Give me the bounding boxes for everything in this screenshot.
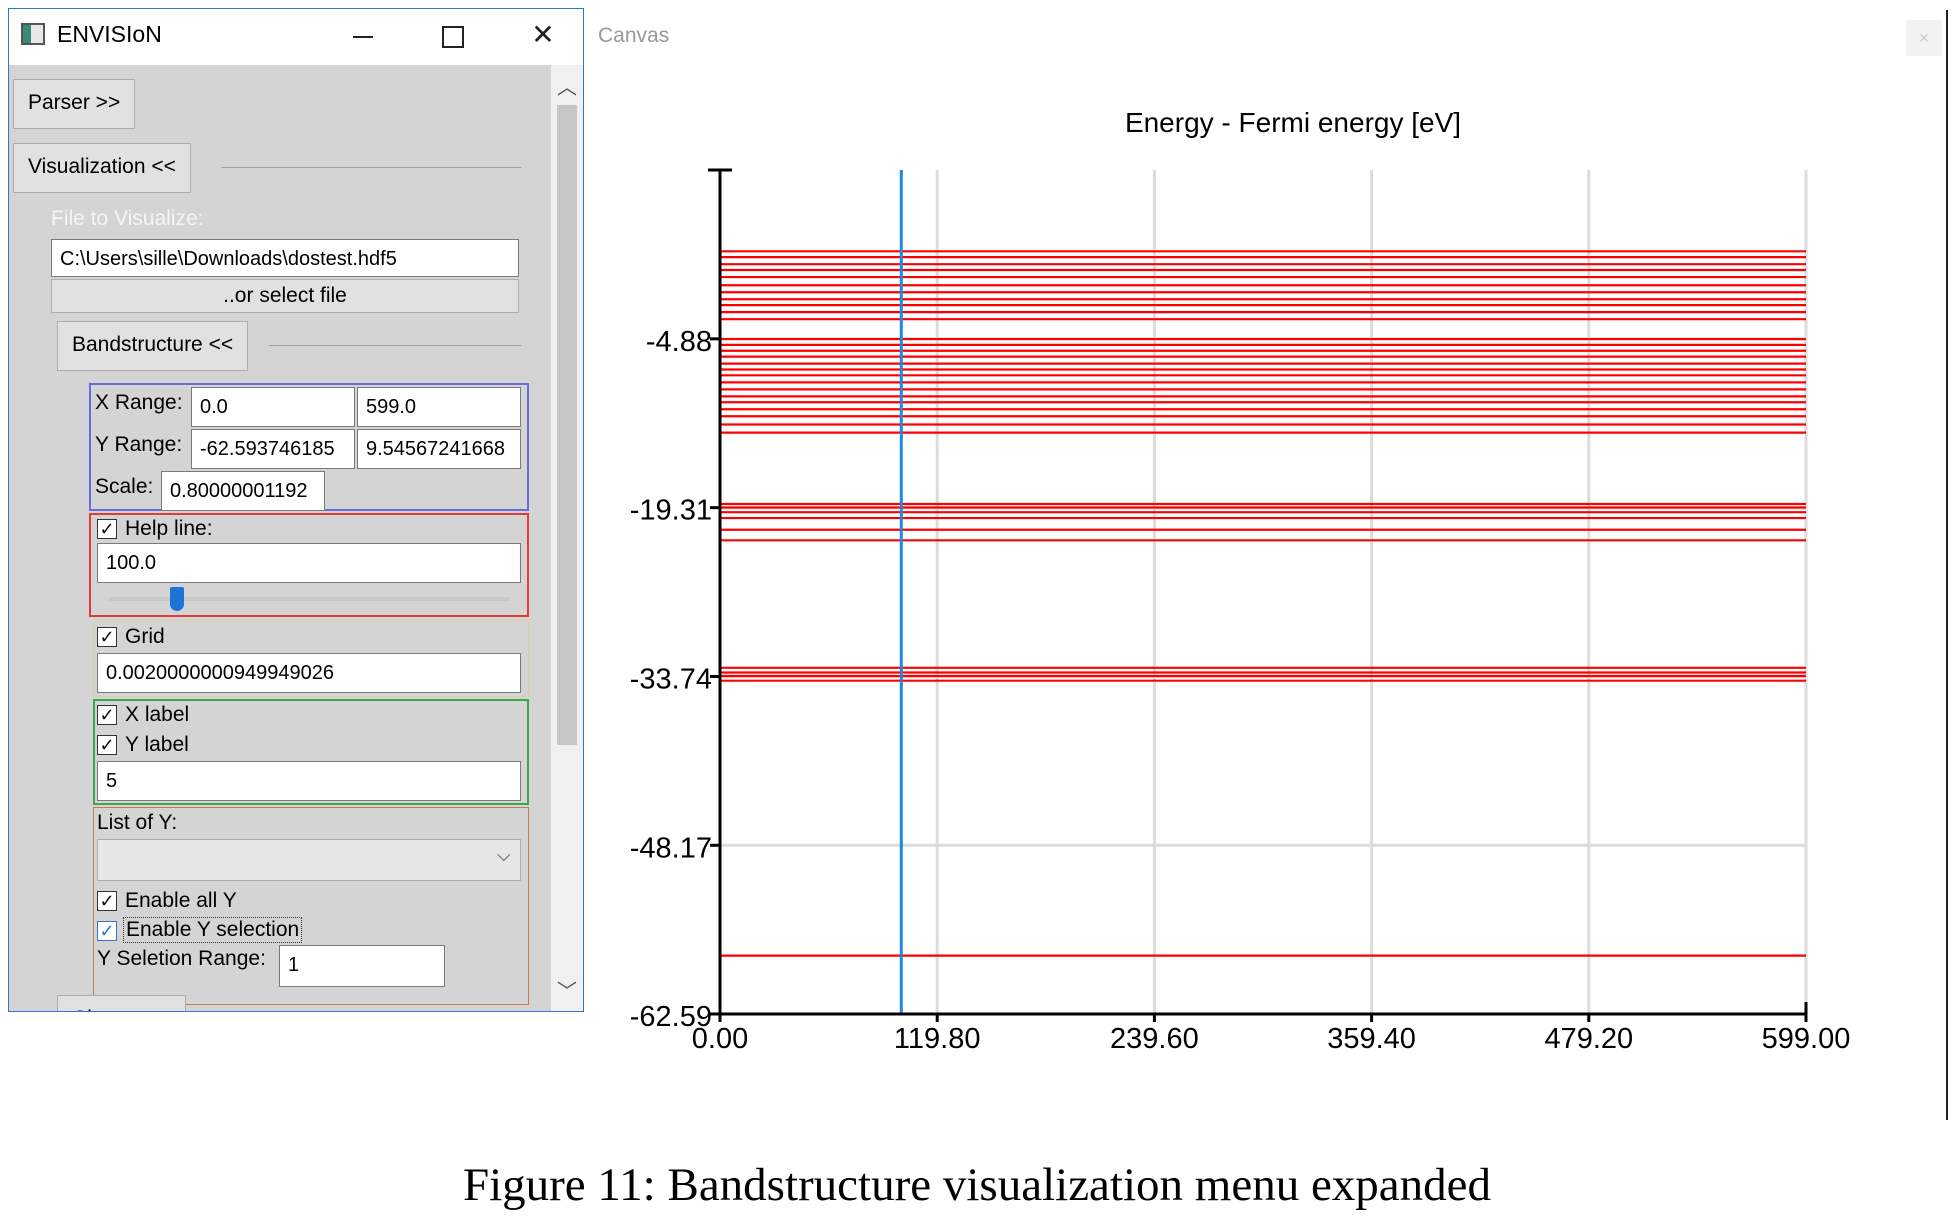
figure-caption: Figure 11: Bandstructure visualization m… xyxy=(462,1159,1492,1211)
parser-button[interactable]: Parser >> xyxy=(13,79,136,129)
help-line-checkbox[interactable]: ✓ xyxy=(97,519,117,539)
maximize-icon xyxy=(442,25,464,48)
y-range-max-input[interactable]: 9.54567241668 xyxy=(357,429,521,469)
y-label-checkbox[interactable]: ✓ xyxy=(97,735,117,755)
charge-button[interactable]: Charge << xyxy=(57,995,187,1011)
scale-label: Scale: xyxy=(95,475,154,498)
x-label-checkbox[interactable]: ✓ xyxy=(97,705,117,725)
canvas-border xyxy=(1946,10,1948,1120)
x-tick-label: 239.60 xyxy=(1110,1023,1199,1055)
scale-input[interactable]: 0.80000001192 xyxy=(161,471,325,511)
canvas-label: Canvas xyxy=(598,24,670,47)
minimize-button[interactable] xyxy=(333,15,393,55)
grid-checkbox[interactable]: ✓ xyxy=(97,627,117,647)
canvas-close-icon[interactable]: × xyxy=(1906,20,1942,56)
y-tick-label: -19.31 xyxy=(630,495,712,527)
select-file-button[interactable]: ..or select file xyxy=(51,279,519,313)
y-selection-range-label: Y Seletion Range: xyxy=(97,947,266,970)
enable-y-selection-checkbox[interactable]: ✓ xyxy=(97,921,117,941)
help-line-input[interactable]: 100.0 xyxy=(97,543,521,583)
close-icon: ✕ xyxy=(531,19,555,50)
scroll-down-icon[interactable]: ﹀ xyxy=(557,981,577,1003)
y-tick-label: -33.74 xyxy=(630,663,712,695)
y-tick-label: -48.17 xyxy=(630,832,712,864)
y-range-min-input[interactable]: -62.593746185 xyxy=(191,429,355,469)
y-range-label: Y Range: xyxy=(95,433,183,456)
title-bar[interactable]: ENVISIoN ✕ xyxy=(9,9,583,65)
settings-panel: Parser >> Visualization << File to Visua… xyxy=(9,65,551,1011)
list-of-y-label: List of Y: xyxy=(97,811,178,834)
scroll-up-icon[interactable]: ︿ xyxy=(557,77,577,99)
close-button[interactable]: ✕ xyxy=(513,15,573,55)
x-tick-label: 119.80 xyxy=(894,1023,981,1055)
list-of-y-group xyxy=(93,807,529,1005)
minimize-icon xyxy=(353,35,373,38)
label-group xyxy=(93,699,529,805)
grid-label: Grid xyxy=(125,625,165,648)
bandstructure-separator xyxy=(269,345,521,346)
help-line-label: Help line: xyxy=(125,517,213,540)
envision-window: ENVISIoN ✕ Parser >> Visualization << Fi… xyxy=(8,8,584,1012)
maximize-button[interactable] xyxy=(423,15,483,55)
chevron-down-icon: ⌵ xyxy=(497,845,511,865)
grid-input[interactable]: 0.0020000000949949026 xyxy=(97,653,521,693)
x-range-max-input[interactable]: 599.0 xyxy=(357,387,521,427)
x-tick-label: 479.20 xyxy=(1544,1023,1633,1055)
scrollbar[interactable]: ︿ ﹀ xyxy=(551,65,583,1011)
x-range-label: X Range: xyxy=(95,391,183,414)
x-range-min-input[interactable]: 0.0 xyxy=(191,387,355,427)
enable-all-y-label: Enable all Y xyxy=(125,889,237,912)
chart-title: Energy - Fermi energy [eV] xyxy=(1125,107,1461,138)
grid-group xyxy=(93,621,529,697)
app-icon xyxy=(21,23,45,45)
x-tick-label: 0.00 xyxy=(692,1023,748,1055)
y-label-label: Y label xyxy=(125,733,189,756)
label-count-input[interactable]: 5 xyxy=(97,761,521,801)
y-selection-range-input[interactable]: 1 xyxy=(279,945,445,987)
help-line-slider-thumb[interactable] xyxy=(170,587,184,611)
file-to-visualize-label: File to Visualize: xyxy=(51,207,204,230)
y-tick-label: -62.59 xyxy=(630,1001,712,1033)
enable-all-y-checkbox[interactable]: ✓ xyxy=(97,891,117,911)
visualization-button[interactable]: Visualization << xyxy=(13,143,191,193)
scrollbar-thumb[interactable] xyxy=(557,105,577,745)
help-line-group xyxy=(89,513,529,617)
enable-y-selection-label: Enable Y selection xyxy=(123,917,303,943)
y-tick-label: -4.88 xyxy=(646,326,712,358)
bandstructure-button[interactable]: Bandstructure << xyxy=(57,321,249,371)
x-tick-label: 599.00 xyxy=(1762,1023,1851,1055)
file-path-input[interactable]: C:\Users\sille\Downloads\dostest.hdf5 xyxy=(51,239,519,277)
list-of-y-select[interactable] xyxy=(97,839,521,881)
window-title: ENVISIoN xyxy=(57,21,162,47)
help-line-slider-track[interactable] xyxy=(109,597,509,601)
x-label-label: X label xyxy=(125,703,190,726)
visualization-separator xyxy=(221,167,521,168)
x-tick-label: 359.40 xyxy=(1327,1023,1416,1055)
